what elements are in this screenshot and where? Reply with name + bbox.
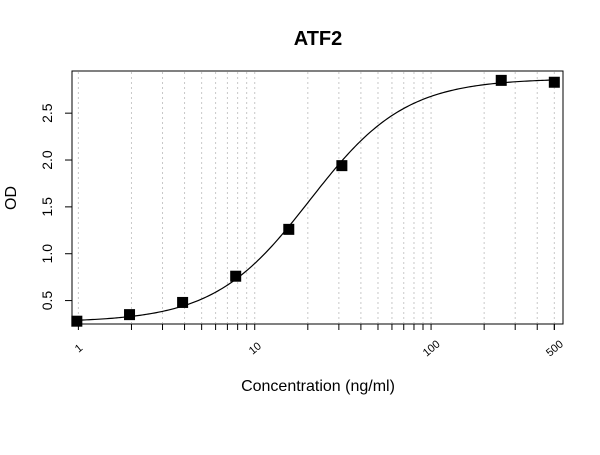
y-tick-label: 1.0 bbox=[39, 244, 55, 264]
x-tick-label: 500 bbox=[544, 338, 566, 359]
data-point bbox=[124, 309, 136, 321]
points-layer bbox=[71, 74, 560, 327]
x-axis-label: Concentration (ng/ml) bbox=[241, 378, 395, 395]
x-tick-label: 1 bbox=[73, 342, 85, 355]
y-tick-label: 1.5 bbox=[39, 197, 55, 217]
data-point bbox=[336, 160, 348, 172]
fit-curve-layer bbox=[76, 79, 555, 321]
y-tick-label: 2.0 bbox=[39, 150, 55, 170]
fit-curve bbox=[76, 79, 555, 321]
data-point bbox=[71, 315, 83, 327]
data-point bbox=[230, 270, 242, 282]
x-tick-label: 10 bbox=[247, 340, 264, 357]
plot-frame bbox=[71, 70, 564, 325]
y-tick-label: 0.5 bbox=[39, 291, 55, 311]
data-point bbox=[283, 223, 295, 235]
grid-layer bbox=[77, 72, 555, 323]
y-tick-label: 2.5 bbox=[39, 103, 55, 123]
x-axis: 1 10 100 500 bbox=[73, 324, 566, 359]
y-axis: 0.5 1.0 1.5 2.0 2.5 bbox=[39, 103, 73, 311]
data-point bbox=[548, 76, 560, 88]
data-point bbox=[177, 296, 189, 308]
x-tick-label: 100 bbox=[421, 338, 443, 359]
chart-title: ATF2 bbox=[294, 28, 343, 50]
data-point bbox=[495, 74, 507, 86]
y-axis-label: OD bbox=[3, 186, 20, 210]
